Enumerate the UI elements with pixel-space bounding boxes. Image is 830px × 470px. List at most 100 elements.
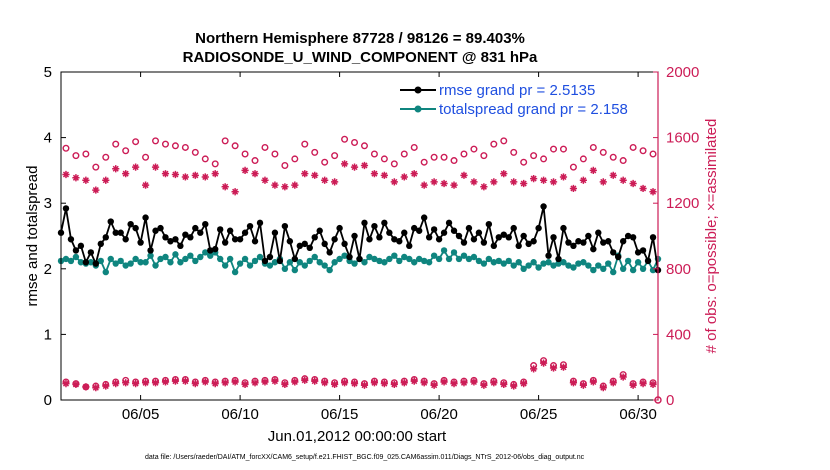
y-axis-right-ticks: 0 400 800 1200 1600 2000 bbox=[653, 64, 699, 409]
obs-assimilated-marker bbox=[500, 170, 508, 178]
obs-assimilated-marker bbox=[221, 183, 229, 191]
rmse-point bbox=[644, 257, 652, 265]
obs-possible-marker bbox=[321, 158, 329, 166]
spread-point bbox=[177, 259, 184, 266]
spread-point bbox=[590, 266, 597, 274]
obs-assimilated-marker bbox=[380, 380, 388, 388]
rmse-point bbox=[117, 229, 124, 236]
spread-point bbox=[595, 262, 602, 269]
spread-point bbox=[480, 260, 488, 267]
obs-possible-marker bbox=[281, 161, 289, 169]
obs-possible-marker bbox=[341, 135, 349, 143]
obs-possible-marker bbox=[360, 142, 368, 150]
obs-assimilated-marker bbox=[331, 178, 339, 186]
rmse-point bbox=[276, 257, 284, 265]
rmse-point bbox=[371, 222, 378, 230]
spread-point bbox=[341, 252, 348, 259]
chart-subtitle: RADIOSONDE_U_WIND_COMPONENT @ 831 hPa bbox=[183, 49, 538, 66]
obs-assimilated-marker bbox=[132, 380, 140, 388]
obs-possible-marker bbox=[380, 155, 388, 163]
x-axis-label: Jun.01,2012 00:00:00 start bbox=[268, 428, 447, 445]
rmse-point bbox=[361, 219, 368, 227]
obs-assimilated-marker bbox=[649, 188, 657, 196]
spread-point bbox=[311, 253, 318, 261]
obs-possible-marker bbox=[530, 152, 538, 160]
rmse-point bbox=[321, 240, 328, 248]
obs-assimilated-marker bbox=[619, 373, 627, 381]
spread-point bbox=[192, 257, 199, 265]
rmse-point bbox=[351, 232, 358, 240]
spread-point bbox=[580, 259, 587, 266]
spread-point bbox=[510, 262, 517, 269]
legend-rmse-label: rmse grand pr = 2.5135 bbox=[439, 82, 595, 99]
obs-assimilated-marker bbox=[510, 178, 518, 186]
rmse-point bbox=[207, 247, 214, 254]
rmse-point bbox=[570, 242, 577, 250]
rmse-point bbox=[92, 260, 100, 267]
rmse-point bbox=[261, 257, 269, 265]
obs-assimilated-marker bbox=[251, 379, 259, 387]
obs-assimilated-marker bbox=[549, 364, 558, 372]
obs-assimilated-marker bbox=[500, 380, 508, 389]
y-right-tick-label: 0 bbox=[666, 392, 674, 409]
spread-point bbox=[610, 268, 617, 276]
rmse-point bbox=[619, 238, 627, 245]
spread-point bbox=[535, 264, 542, 271]
obs-possible-marker bbox=[291, 155, 299, 163]
spread-point bbox=[386, 255, 393, 263]
rmse-point bbox=[72, 247, 80, 254]
y-left-tick-label: 1 bbox=[44, 326, 52, 343]
rmse-point bbox=[455, 232, 463, 240]
rmse-point bbox=[137, 239, 144, 246]
obs-count-series bbox=[62, 135, 662, 404]
obs-assimilated-marker bbox=[430, 178, 438, 186]
rmse-point bbox=[585, 232, 592, 240]
obs-assimilated-marker bbox=[410, 377, 418, 385]
rmse-point bbox=[182, 231, 189, 238]
rmse-point bbox=[162, 234, 169, 241]
obs-assimilated-marker bbox=[171, 377, 180, 385]
y-right-tick-label: 1600 bbox=[666, 130, 699, 147]
obs-assimilated-marker bbox=[301, 376, 309, 384]
obs-assimilated-marker bbox=[579, 381, 587, 389]
y-left-tick-label: 0 bbox=[44, 392, 52, 409]
rmse-point bbox=[560, 224, 567, 232]
rmse-point bbox=[649, 234, 657, 241]
spread-point bbox=[62, 255, 70, 263]
obs-possible-marker bbox=[390, 160, 398, 168]
rmse-point bbox=[97, 240, 105, 248]
obs-assimilated-marker bbox=[609, 171, 617, 179]
obs-assimilated-marker bbox=[629, 381, 637, 389]
y-right-tick-label: 2000 bbox=[666, 64, 699, 81]
spread-point bbox=[152, 262, 159, 269]
y-right-tick-label: 800 bbox=[666, 261, 691, 278]
obs-possible-marker bbox=[569, 163, 577, 171]
obs-assimilated-marker bbox=[261, 378, 269, 386]
rmse-point bbox=[192, 224, 199, 232]
rmse-point bbox=[316, 227, 323, 234]
spread-point bbox=[460, 252, 468, 259]
obs-possible-marker bbox=[311, 148, 319, 156]
obs-assimilated-marker bbox=[569, 184, 578, 193]
data-file-footnote: data file: /Users/raeder/DAI/ATM_forcXX/… bbox=[145, 454, 585, 461]
spread-point bbox=[430, 252, 438, 259]
spread-point bbox=[256, 253, 264, 261]
obs-assimilated-marker bbox=[559, 363, 568, 371]
spread-point bbox=[241, 255, 249, 263]
spread-point bbox=[619, 265, 627, 272]
obs-assimilated-marker bbox=[539, 176, 548, 184]
obs-possible-marker bbox=[410, 143, 418, 151]
obs-assimilated-marker bbox=[291, 378, 299, 386]
rmse-point bbox=[575, 238, 582, 245]
obs-assimilated-marker bbox=[470, 178, 478, 186]
rmse-point bbox=[147, 247, 154, 254]
rmse-point bbox=[87, 249, 95, 256]
spread-point bbox=[107, 255, 114, 263]
obs-assimilated-marker bbox=[440, 378, 448, 386]
obs-assimilated-marker bbox=[589, 378, 597, 386]
spread-point bbox=[202, 249, 209, 256]
obs-possible-marker bbox=[470, 145, 478, 153]
obs-assimilated-marker bbox=[261, 176, 269, 184]
spread-point bbox=[366, 253, 373, 261]
spread-point bbox=[336, 255, 343, 263]
